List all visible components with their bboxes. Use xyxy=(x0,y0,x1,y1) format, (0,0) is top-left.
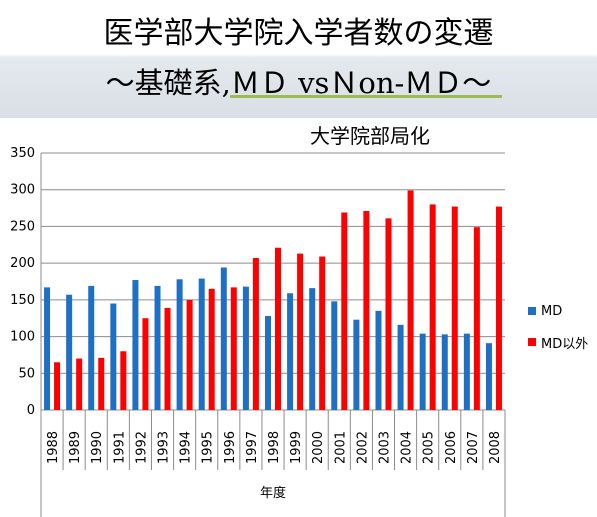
bar-non-md xyxy=(76,358,83,410)
bar-non-md xyxy=(164,307,171,410)
bar-non-md xyxy=(385,218,392,410)
legend-label-md: MD xyxy=(541,303,563,319)
bar-non-md xyxy=(98,357,105,410)
bar-md xyxy=(463,333,470,410)
x-tick-label: 1990 xyxy=(90,431,105,464)
bar-non-md xyxy=(186,299,193,410)
bar-md xyxy=(220,267,227,410)
bar-non-md xyxy=(208,288,215,410)
y-tick-label: 250 xyxy=(10,219,35,234)
legend-label-non-md: MD以外 xyxy=(541,336,589,352)
bar-md xyxy=(441,334,448,410)
x-tick-label: 2005 xyxy=(422,431,437,464)
bar-non-md xyxy=(341,212,348,410)
y-tick-label: 100 xyxy=(10,330,35,345)
bar-md xyxy=(110,303,117,410)
bar-non-md xyxy=(451,206,458,410)
bar-non-md xyxy=(473,227,480,410)
x-tick-label: 1994 xyxy=(179,431,194,464)
legend-item-non-md: MD以外 xyxy=(528,333,589,352)
x-tick-label: 2002 xyxy=(355,431,370,464)
y-tick-label: 150 xyxy=(10,293,35,308)
bar-non-md xyxy=(230,287,237,410)
subtitle-underline xyxy=(230,95,502,98)
bar-md xyxy=(419,333,426,410)
bar-md xyxy=(375,310,382,410)
x-tick-label: 1992 xyxy=(134,431,149,464)
x-tick-label: 1989 xyxy=(68,431,83,464)
x-tick-label: 2008 xyxy=(488,431,503,464)
x-tick-label: 2007 xyxy=(466,431,481,464)
x-tick-label: 1995 xyxy=(201,431,216,464)
x-tick-label: 1998 xyxy=(267,431,282,464)
y-tick-label: 0 xyxy=(27,403,35,418)
x-tick-label: 2004 xyxy=(400,431,415,464)
bar-non-md xyxy=(275,247,281,410)
bar-md xyxy=(242,286,249,410)
bar-md xyxy=(66,294,73,410)
bar-md xyxy=(485,343,492,410)
bar-non-md xyxy=(142,318,149,410)
bar-non-md xyxy=(120,351,127,410)
bar-md xyxy=(198,278,205,410)
chart-title: 大学院部局化 xyxy=(310,124,430,148)
bar-non-md xyxy=(319,256,326,410)
y-tick-label: 300 xyxy=(10,183,35,198)
x-tick-label: 2006 xyxy=(444,431,459,464)
legend-swatch-non-md xyxy=(528,338,536,346)
y-tick-label: 200 xyxy=(10,256,35,271)
legend-item-md: MD xyxy=(528,302,588,320)
bar-non-md xyxy=(429,204,436,410)
x-tick-label: 1993 xyxy=(157,431,172,464)
x-tick-label: 2001 xyxy=(333,431,348,464)
bar-md xyxy=(309,288,316,410)
x-tick-label: 2003 xyxy=(377,431,392,464)
y-tick-label: 50 xyxy=(18,366,35,381)
bar-md xyxy=(44,287,51,410)
bar-md xyxy=(88,285,95,410)
x-tick-label: 1991 xyxy=(112,431,127,464)
chart-legend: MD MD以外 xyxy=(528,302,588,364)
bar-non-md xyxy=(54,362,61,410)
bar-md xyxy=(331,301,338,410)
x-tick-label: 1996 xyxy=(223,431,238,464)
slide-subtitle: ～基礎系,ＭＤ vsＮon-ＭＤ～ xyxy=(105,66,492,100)
x-tick-label: 2000 xyxy=(311,431,326,464)
y-tick-label: 350 xyxy=(10,146,35,161)
bar-md xyxy=(287,293,294,410)
bar-md xyxy=(154,285,161,410)
bar-non-md xyxy=(252,258,259,410)
slide-title: 医学部大学院入学者数の変遷 xyxy=(103,16,494,51)
bar-md xyxy=(353,319,360,410)
bar-non-md xyxy=(407,190,414,410)
bar-non-md xyxy=(297,253,304,410)
slide-header xyxy=(0,0,597,118)
x-axis-title: 年度 xyxy=(260,485,286,501)
legend-swatch-md xyxy=(528,307,536,315)
bar-md xyxy=(132,280,139,410)
bar-non-md xyxy=(363,211,370,410)
x-tick-label: 1997 xyxy=(245,431,260,464)
x-tick-label: 1988 xyxy=(46,431,61,464)
bar-md xyxy=(265,316,271,410)
bar-non-md xyxy=(495,206,502,410)
bar-md xyxy=(176,279,183,410)
bar-md xyxy=(397,324,404,410)
x-tick-label: 1999 xyxy=(289,431,304,464)
